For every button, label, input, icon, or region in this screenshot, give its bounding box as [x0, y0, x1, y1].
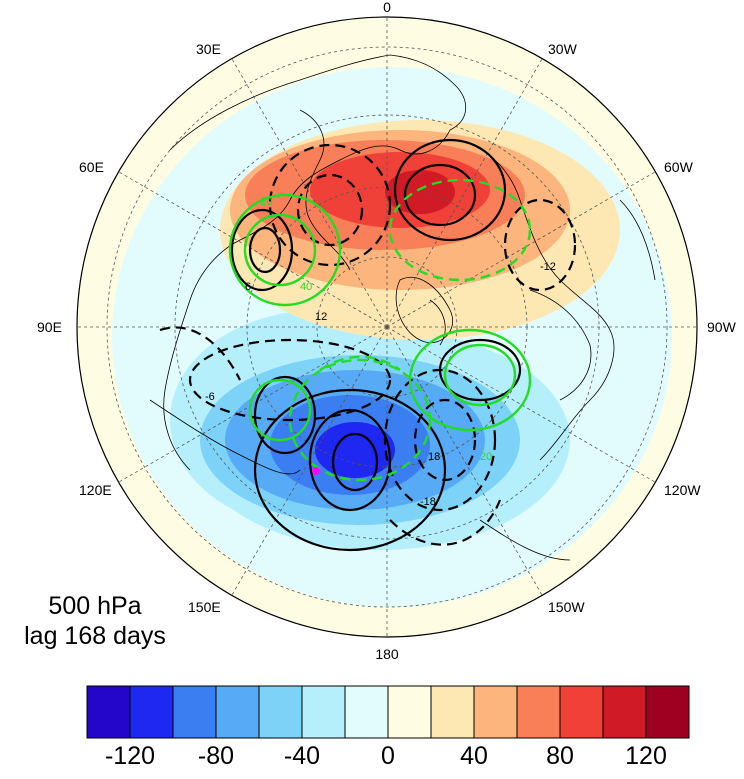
- lon-label-60e: 60E: [79, 159, 104, 175]
- caption-level: 500 hPa: [48, 592, 142, 620]
- colorbar-swatch: [172, 685, 217, 739]
- colorbar-swatch: [602, 685, 647, 739]
- colorbar-swatch: [645, 685, 690, 739]
- lon-label-30e: 30E: [196, 41, 221, 57]
- green-contours: [228, 193, 532, 442]
- colorbar-swatch: [387, 685, 432, 739]
- lon-label-180: 180: [375, 646, 399, 662]
- contour-label: 6: [245, 281, 251, 293]
- contour-label: 12: [315, 311, 327, 323]
- black-contours-negative: [159, 143, 577, 546]
- colorbar-swatch: [473, 685, 518, 739]
- marker-point: [312, 467, 320, 475]
- lon-label-90e: 90E: [37, 319, 62, 335]
- colorbar-tick-label: 120: [625, 742, 667, 770]
- lon-label-0: 0: [383, 0, 391, 15]
- lon-label-120w: 120W: [664, 482, 701, 498]
- contour-label: 40: [300, 281, 312, 293]
- contour-label: -6: [205, 391, 215, 403]
- lon-label-120e: 120E: [79, 482, 112, 498]
- lon-label-30w: 30W: [548, 41, 578, 57]
- lon-label-150e: 150E: [188, 599, 221, 615]
- colorbar-tick-label: -80: [197, 742, 235, 770]
- colorbar-swatch: [559, 685, 604, 739]
- lon-label-90w: 90W: [707, 319, 737, 335]
- contour-label: -18: [420, 496, 436, 508]
- shade-neg-100: [315, 422, 395, 478]
- contour-label: 18: [428, 451, 440, 463]
- colorbar-swatch: [516, 685, 561, 739]
- colorbar-swatch: [301, 685, 346, 739]
- green-contour-labels: 40 20 20: [260, 196, 492, 463]
- colorbar-tick-label: 80: [546, 742, 574, 770]
- polar-map: 6 12 18 -6 -12 -18 40 20 20 0 30W 60W 90…: [37, 0, 737, 662]
- lon-label-150w: 150W: [548, 599, 585, 615]
- colorbar-tick-label: -120: [104, 742, 156, 770]
- colorbar-tick-label: 40: [460, 742, 488, 770]
- shade-pos-100: [385, 170, 455, 214]
- contour-label: 20: [480, 451, 492, 463]
- contour-labels: 6 12 18 -6 -12 -18: [205, 261, 556, 508]
- lon-label-60w: 60W: [664, 159, 694, 175]
- colorbar-swatch: [86, 685, 131, 739]
- contour-label: 20: [260, 196, 272, 208]
- colorbar-swatch: [215, 685, 260, 739]
- colorbar-swatch: [258, 685, 303, 739]
- caption-lag: lag 168 days: [24, 622, 166, 650]
- green-contours-dashed: [288, 178, 532, 482]
- colorbar-swatch: [344, 685, 389, 739]
- colorbar-tick-label: -40: [283, 742, 321, 770]
- meridians: [77, 17, 697, 637]
- colorbar-tick-label: 0: [381, 742, 395, 770]
- map-border: [76, 16, 698, 638]
- colorbar: [86, 685, 690, 739]
- colorbar-swatch: [129, 685, 174, 739]
- contour-label: -12: [540, 261, 556, 273]
- colorbar-swatch: [430, 685, 475, 739]
